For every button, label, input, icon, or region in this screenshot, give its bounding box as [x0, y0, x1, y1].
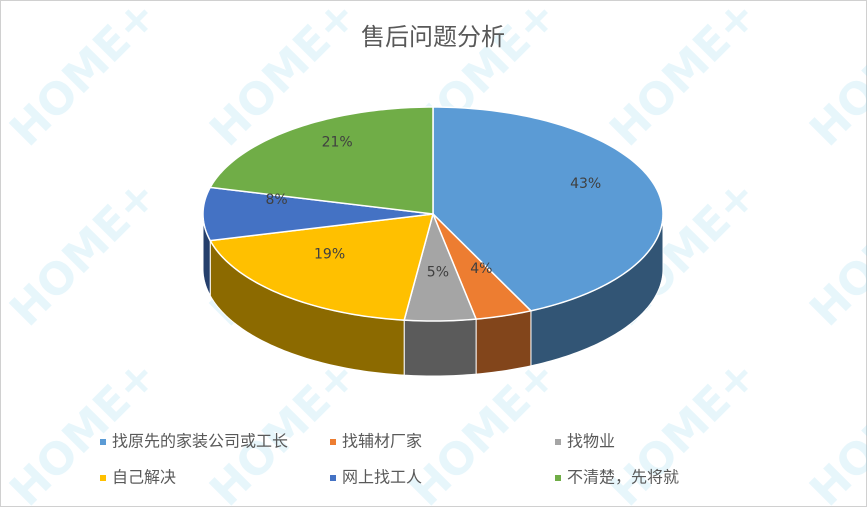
data-label: 8% [265, 192, 287, 208]
slice [202, 186, 434, 242]
data-label: 43% [570, 176, 601, 192]
pie-sides [202, 213, 664, 377]
legend-swatch [100, 439, 106, 445]
legend-swatch [330, 439, 336, 445]
data-label: 19% [314, 247, 345, 263]
legend-swatch [555, 439, 561, 445]
data-label: 21% [322, 135, 353, 151]
slice-side [475, 310, 532, 375]
chart-title: 售后问题分析 [361, 23, 505, 51]
slice [209, 213, 435, 321]
legend-label: 找原先的家装公司或工长 [112, 432, 288, 451]
slice-side [403, 318, 477, 377]
slice [432, 213, 533, 320]
legend-swatch [555, 475, 561, 481]
legend-label: 不清楚，先将就 [567, 468, 679, 487]
legend-label: 自己解决 [112, 468, 176, 487]
slice [403, 211, 478, 322]
legend-label: 找物业 [567, 432, 615, 451]
slice [209, 106, 434, 215]
slice [432, 106, 664, 312]
legend-swatch [330, 475, 336, 481]
legend-label: 网上找工人 [342, 468, 422, 487]
data-label: 5% [427, 265, 449, 281]
data-label: 4% [470, 261, 492, 277]
legend-swatch [100, 475, 106, 481]
legend-label: 找辅材厂家 [342, 432, 422, 451]
data-labels: 43% 4% 5% 19% 8% 21% [265, 135, 601, 281]
pie-tops [202, 106, 664, 322]
